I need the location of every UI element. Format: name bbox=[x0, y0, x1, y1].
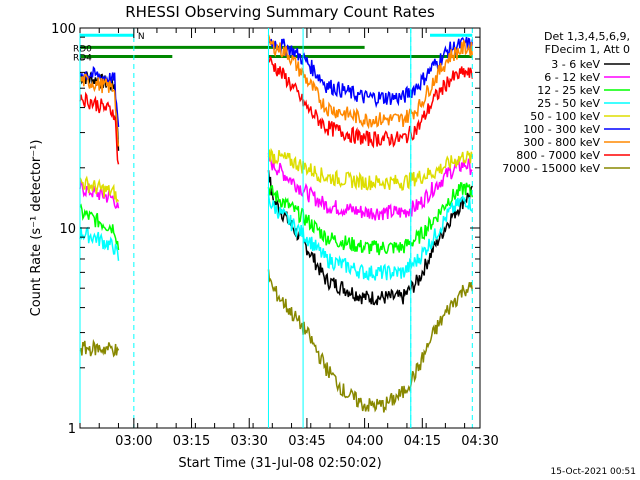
x-tick-label: 03:30 bbox=[230, 434, 267, 449]
series-line bbox=[79, 91, 120, 165]
series-line bbox=[267, 194, 473, 281]
legend-header-line-1: Det 1,3,4,5,6,9, bbox=[544, 30, 630, 43]
x-tick-label: 03:15 bbox=[173, 434, 210, 449]
x-tick-label: 04:00 bbox=[346, 434, 383, 449]
legend-entry-label: 12 - 25 keV bbox=[537, 84, 600, 97]
legend-entry-label: 3 - 6 keV bbox=[551, 58, 600, 71]
series-line bbox=[79, 175, 120, 204]
series-line bbox=[267, 34, 474, 130]
legend-entry-label: 25 - 50 keV bbox=[537, 97, 600, 110]
x-tick-label: 03:45 bbox=[288, 434, 325, 449]
series-line bbox=[79, 73, 120, 147]
chart-title: RHESSI Observing Summary Count Rates bbox=[125, 3, 435, 21]
state-label-rd0: RD0 bbox=[73, 44, 92, 54]
legend-entry-label: 300 - 800 keV bbox=[523, 136, 600, 149]
legend-entry-label: 100 - 300 keV bbox=[523, 123, 600, 136]
axis-layer: 03:00 03:15 03:30 03:45 04:00 04:15 04:30 1 10 10… bbox=[51, 22, 499, 449]
series-line bbox=[79, 203, 120, 251]
series-line bbox=[267, 147, 474, 191]
y-tick-label: 100 bbox=[51, 22, 76, 37]
legend-header-line-2: FDecim 1, Att 0 bbox=[545, 43, 630, 56]
series-line bbox=[267, 269, 474, 413]
legend-entry-label: 7000 - 15000 keV bbox=[502, 162, 600, 175]
x-axis-label: Start Time (31-Jul-08 02:50:02) bbox=[178, 456, 381, 471]
state-label-n: N bbox=[138, 32, 145, 42]
y-tick-label: 10 bbox=[59, 222, 76, 237]
series-line bbox=[79, 180, 120, 209]
x-tick-label: 04:30 bbox=[461, 434, 498, 449]
legend-entry-label: 50 - 100 keV bbox=[530, 110, 600, 123]
series-line bbox=[79, 338, 120, 358]
legend-entry-label: 6 - 12 keV bbox=[544, 71, 600, 84]
footer-timestamp: 15-Oct-2021 00:51 bbox=[550, 467, 636, 477]
legend-entry-label: 800 - 7000 keV bbox=[516, 149, 600, 162]
y-axis-label: Count Rate (s⁻¹ detector⁻¹) bbox=[29, 140, 44, 317]
series-line bbox=[267, 153, 473, 221]
y-tick-label: 1 bbox=[68, 422, 76, 437]
x-tick-label: 03:00 bbox=[115, 434, 152, 449]
series-line bbox=[79, 226, 120, 261]
x-tick-label: 04:15 bbox=[404, 434, 441, 449]
series-line bbox=[267, 181, 474, 256]
legend: Det 1,3,4,5,6,9, FDecim 1, Att 0 3 - 6 k… bbox=[502, 30, 630, 175]
series-layer bbox=[79, 34, 474, 413]
series-line bbox=[268, 56, 474, 149]
